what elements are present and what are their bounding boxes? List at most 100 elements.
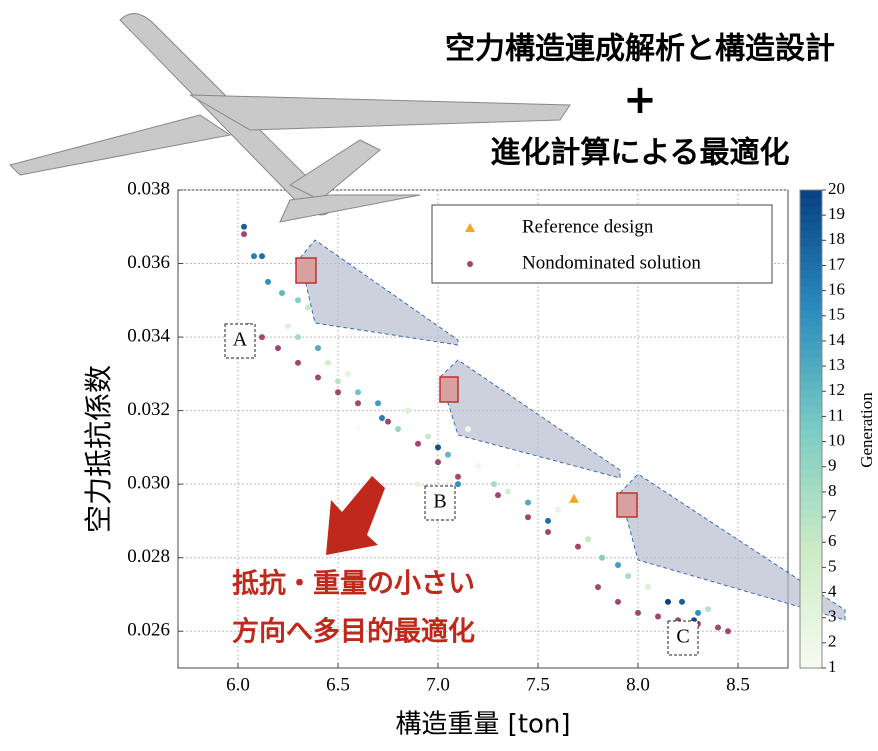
wing-overlays [299,239,846,621]
point-label: C [676,626,689,648]
nondominated-point [335,389,341,396]
colorbar-tick-label: 19 [828,204,845,223]
generation-point [295,297,301,304]
colorbar-segment [800,652,822,661]
generation-point [505,488,511,495]
generation-point [335,378,341,385]
generation-point [599,554,605,561]
colorbar-segment [800,556,822,565]
generation-point [241,223,247,230]
generation-point [645,584,651,591]
nondominated-point [545,528,551,535]
nondominated-point [385,418,391,425]
colorbar-tick-label: 14 [828,330,846,349]
colorbar-segment [800,277,822,287]
colorbar-tick-label: 17 [828,254,846,273]
generation-point [395,426,401,432]
legend-marker [467,261,473,267]
colorbar-segment [800,221,822,231]
nondominated-point [635,609,641,616]
colorbar-tick-label: 2 [828,632,837,651]
colorbar-segment [800,620,822,629]
legend-box [431,204,773,284]
label-box [667,620,699,656]
generation-point [305,304,311,311]
colorbar-segment [800,285,822,295]
colorbar-tick-label: 3 [828,607,837,626]
colorbar-segment [800,516,822,526]
colorbar-segment [800,444,822,454]
y-tick-label: 0.028 [127,546,170,567]
point-label: A [233,329,248,351]
generation-point [425,433,431,440]
colorbar-segment [800,325,822,334]
colorbar-segment [800,460,822,470]
colorbar-tick-label: 6 [828,531,837,550]
generation-point [355,389,361,396]
nondominated-point [241,231,247,238]
colorbar-segment [800,365,822,374]
generation-point [345,370,351,377]
colorbar-segment [800,237,822,247]
nondominated-point [725,628,731,635]
colorbar-segment [800,500,822,510]
x-tick-label: 6.5 [326,674,350,695]
generation-point [445,451,451,458]
colorbar-segment [800,484,822,494]
generation-point [465,426,471,432]
nondominated-point [415,440,421,447]
nondominated-point [435,459,441,466]
colorbar-segment [800,405,822,414]
y-tick-label: 0.034 [127,325,170,346]
colorbar-segment [800,508,822,518]
x-tick-label: 7.5 [526,674,550,695]
colorbar-segment [800,389,822,398]
y-tick-label: 0.026 [127,620,170,641]
colorbar-segment [800,229,822,239]
generation-point [515,462,521,469]
colorbar-segment [800,269,822,279]
colorbar-segment [800,309,822,318]
x-tick-label: 6.0 [226,674,250,695]
generation-point [405,407,411,414]
arrow [326,476,385,555]
title: 空力構造連成解析と構造設計 [445,32,835,67]
colorbar-segment [800,452,822,462]
nondominated-point [275,345,281,352]
generation-point [585,536,591,543]
colorbar-segment [800,413,822,422]
colorbar-segment [800,588,822,597]
nondominated-point [525,514,531,521]
nondominated-point [259,334,265,341]
nondominated-point [575,543,581,550]
colorbar-segment [800,421,822,430]
generation-point [665,598,671,605]
generation-point [379,414,385,421]
wing-boxes [295,257,638,518]
colorbar-tick-label: 5 [828,556,837,575]
colorbar-tick-label: 1 [828,657,837,676]
generation-point [435,444,441,451]
colorbar-label: Generation [857,392,876,468]
generation-point [279,289,285,296]
generation-point [475,462,481,469]
colorbar-segment [800,357,822,366]
label-box [224,323,256,359]
colorbar-tick-label: 18 [828,229,845,248]
generation-point [555,506,561,513]
generation-point [455,481,461,488]
generation-point [705,606,711,613]
generation-point [615,562,621,569]
colorbar-segment [800,293,822,303]
colorbar-segment [800,604,822,613]
y-tick-label: 0.032 [127,399,170,420]
generation-point [251,253,257,260]
colorbar-segment [800,261,822,271]
colorbar-segment [800,596,822,605]
reference-point [569,493,579,503]
annotation: 抵抗・重量の小さい [232,568,475,600]
generation-point [295,334,301,341]
nondominated-point [295,359,301,366]
generation-point [625,573,631,580]
